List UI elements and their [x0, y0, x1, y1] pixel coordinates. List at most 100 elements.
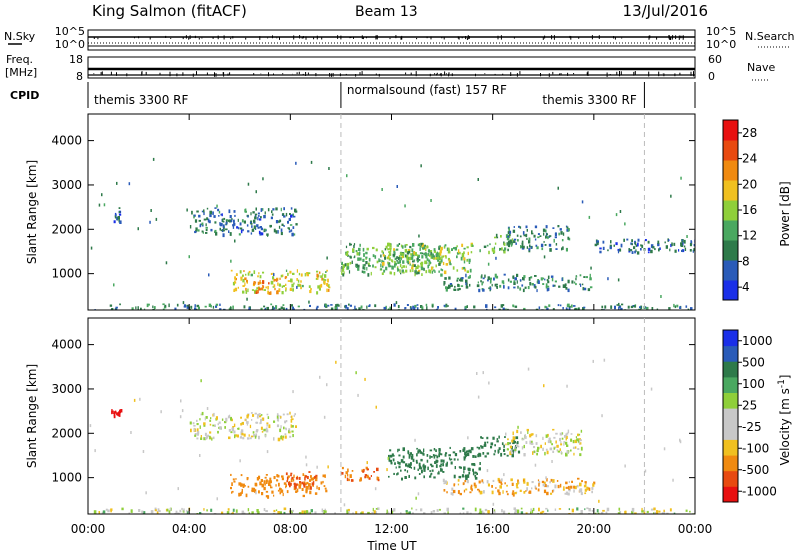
echo-cell — [222, 218, 224, 222]
echo-cell — [596, 240, 599, 243]
echo-cell — [394, 263, 396, 267]
echo-cell — [416, 304, 419, 306]
echo-cell — [445, 263, 449, 266]
echo-cell — [289, 213, 291, 215]
echo-cell — [162, 303, 165, 306]
echo-cell — [274, 279, 277, 281]
echo-cell — [513, 436, 516, 440]
echo-cell — [533, 446, 536, 449]
echo-cell — [401, 267, 403, 269]
echo-cell — [646, 510, 649, 513]
echo-cell — [423, 463, 425, 466]
echo-cell — [284, 276, 287, 280]
echo-cell — [628, 248, 630, 252]
echo-cell — [261, 492, 264, 496]
echo-cell — [525, 233, 528, 237]
echo-cell — [350, 479, 354, 482]
echo-cell — [383, 269, 386, 273]
echo-cell — [186, 511, 189, 514]
echo-cell — [209, 214, 212, 218]
echo-cell — [419, 252, 422, 255]
echo-cell — [461, 277, 464, 280]
echo-cell — [443, 489, 446, 492]
echo-cell — [113, 411, 117, 414]
echo-cell — [326, 283, 329, 287]
echo-cell — [503, 473, 505, 477]
echo-cell — [168, 510, 171, 514]
echo-cell — [257, 216, 259, 221]
echo-cell — [398, 461, 401, 465]
echo-cell — [218, 210, 221, 214]
echo-cell — [362, 270, 366, 274]
echo-cell — [101, 193, 103, 197]
echo-cell — [213, 215, 216, 218]
echo-cell — [364, 266, 366, 270]
echo-cell — [101, 511, 103, 514]
echo-cell — [212, 424, 215, 427]
echo-cell — [535, 487, 537, 490]
echo-cell — [292, 272, 295, 275]
echo-cell — [266, 422, 269, 425]
echo-cell — [305, 510, 309, 514]
echo-cell — [624, 222, 626, 226]
echo-cell — [247, 437, 250, 440]
echo-cell — [388, 454, 390, 459]
echo-cell — [550, 492, 553, 495]
echo-cell — [257, 212, 260, 215]
echo-cell — [256, 287, 259, 290]
echo-cell — [118, 211, 121, 213]
echo-cell — [412, 268, 414, 272]
echo-cell — [320, 481, 323, 485]
echo-cell — [548, 304, 551, 307]
echo-cell — [498, 491, 501, 496]
echo-cell — [435, 454, 437, 457]
echo-cell — [293, 474, 295, 478]
echo-cell — [504, 247, 507, 251]
echo-cell — [396, 185, 398, 188]
echo-cell — [368, 305, 371, 307]
echo-cell — [284, 420, 286, 424]
echo-cell — [453, 288, 457, 291]
echo-cell — [579, 442, 582, 445]
echo-cell — [139, 397, 141, 401]
echo-cell — [466, 270, 469, 273]
echo-cell — [394, 260, 396, 265]
echo-cell — [472, 455, 475, 458]
echo-cell — [500, 304, 504, 308]
echo-cell — [267, 208, 270, 212]
echo-cell — [470, 484, 473, 488]
echo-cell — [375, 405, 377, 409]
echo-cell — [546, 450, 549, 455]
echo-cell — [408, 474, 410, 478]
echo-cell — [321, 277, 324, 281]
echo-cell — [528, 239, 531, 244]
echo-cell — [270, 280, 274, 285]
echo-cell — [438, 262, 441, 266]
echo-cell — [487, 510, 490, 514]
echo-cell — [631, 511, 634, 514]
echo-cell — [438, 270, 440, 273]
echo-cell — [547, 275, 550, 279]
echo-cell — [290, 207, 293, 210]
echo-cell — [145, 491, 147, 495]
echo-cell — [507, 278, 510, 282]
echo-cell — [231, 427, 235, 431]
echo-cell — [512, 440, 515, 445]
echo-cell — [514, 277, 517, 281]
echo-cell — [252, 431, 255, 434]
echo-cell — [518, 225, 520, 228]
echo-cell — [488, 287, 491, 290]
echo-cell — [583, 484, 587, 488]
echo-cell — [527, 367, 530, 371]
echo-cell — [454, 246, 457, 251]
echo-cell — [264, 476, 267, 479]
echo-cell — [476, 472, 478, 475]
echo-cell — [240, 483, 243, 487]
echo-cell — [297, 283, 300, 287]
echo-cell — [248, 270, 251, 273]
echo-cell — [503, 448, 506, 452]
echo-cell — [226, 511, 230, 514]
echo-cell — [394, 462, 396, 465]
echo-cell — [516, 429, 519, 434]
echo-cell — [453, 474, 456, 479]
